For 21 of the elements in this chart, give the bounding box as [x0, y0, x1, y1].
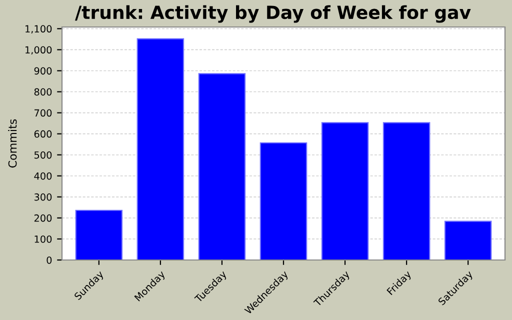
y-tick-label: 300: [34, 193, 52, 201]
y-tick-label: 700: [34, 109, 52, 117]
bar: [198, 73, 246, 260]
bar: [321, 122, 369, 260]
y-tick-label: 500: [34, 151, 52, 159]
bar: [75, 210, 123, 260]
bar: [444, 220, 492, 260]
bar: [260, 142, 308, 260]
y-tick-label: 1,000: [26, 46, 52, 55]
y-tick-label: 1,100: [26, 25, 52, 34]
y-tick-label: 0: [46, 256, 52, 264]
y-tick-label: 400: [34, 172, 52, 180]
y-tick-label: 600: [34, 130, 52, 138]
y-tick-label: 800: [34, 88, 52, 96]
y-tick-label: 900: [34, 67, 52, 75]
y-axis-title: Commits: [8, 119, 17, 168]
chart-title: /trunk: Activity by Day of Week for gav: [75, 5, 471, 23]
y-tick-label: 100: [34, 235, 52, 243]
bar: [382, 122, 430, 260]
y-tick-label: 200: [34, 214, 52, 222]
bar: [136, 38, 184, 260]
